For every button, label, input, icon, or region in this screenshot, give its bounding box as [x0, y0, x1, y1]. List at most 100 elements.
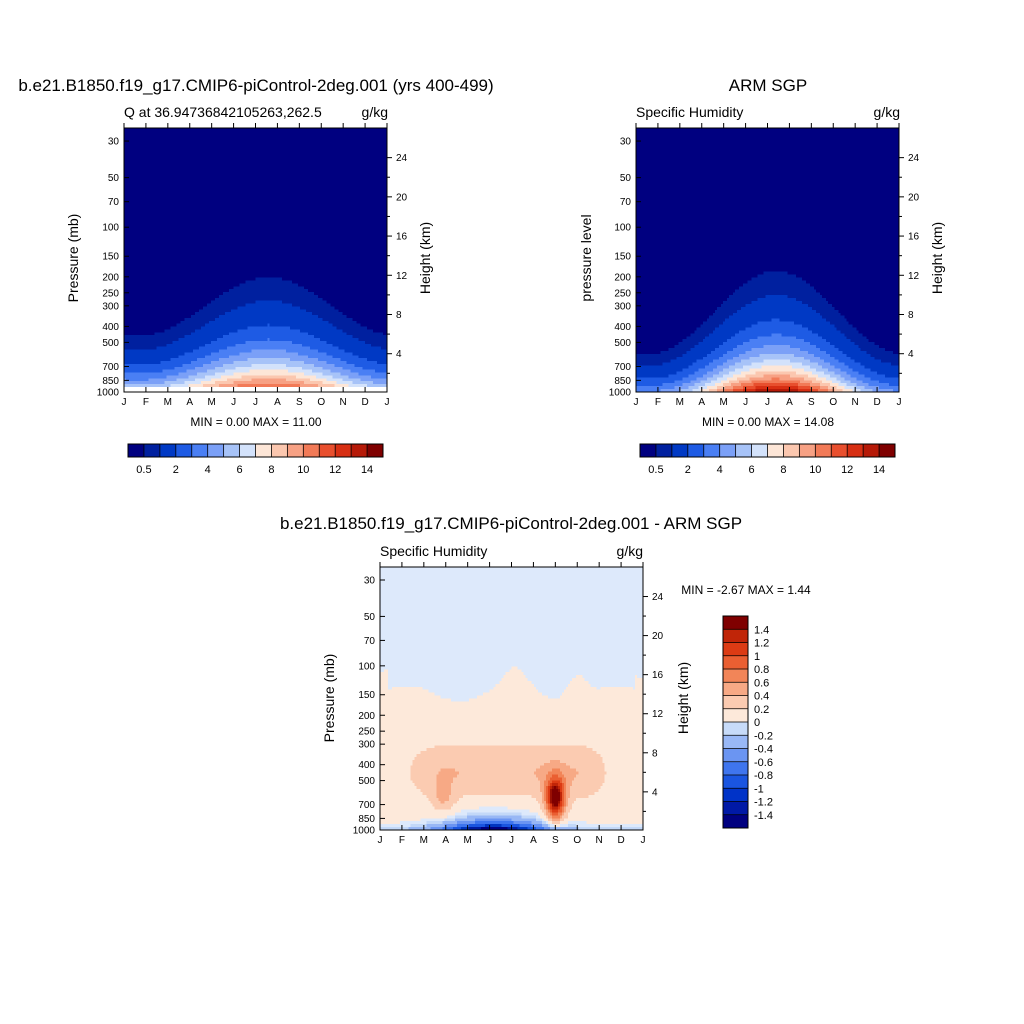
panel-model-colorbar-swatch [159, 444, 177, 457]
panel-diff-colorbar-label: -1.2 [754, 797, 773, 809]
panel-diff-x-tick-label: O [573, 835, 581, 846]
panel-obs-colorbar-frame [639, 443, 896, 458]
panel-model-colorbar-swatch [335, 444, 352, 457]
panel-obs-height-tick-label: 24 [908, 153, 920, 164]
panel-model-colorbar-label: 8 [268, 464, 274, 476]
panel-obs-y-tick-label: 50 [620, 173, 632, 184]
panel-obs-x-tick-label: A [698, 397, 705, 408]
panel-model-x-tick-label: J [385, 397, 390, 408]
panel-obs-colorbar-swatch [640, 444, 657, 457]
panel-diff-x-tick-label: M [420, 835, 428, 846]
panel-diff-height-tick-label: 24 [652, 592, 664, 603]
panel-model-ylabel-left: Pressure (mb) [65, 214, 81, 303]
panel-diff-y-tick-label: 30 [364, 575, 376, 586]
panel-diff-y-tick-label: 400 [358, 760, 375, 771]
panel-model-colorbar-swatch [351, 444, 368, 457]
panel-obs-left-title: Specific Humidity [636, 104, 743, 120]
panel-obs-colorbar: 0.5 2 4 6 8 10 12 14 [639, 443, 896, 476]
panel-diff-colorbar-label: 1.2 [754, 638, 769, 650]
panel-model-x-tick-label: F [143, 397, 149, 408]
panel-diff-colorbar-label: -0.8 [754, 770, 773, 782]
panel-model-colorbar-swatch [239, 444, 256, 457]
panel-diff-y-tick-label: 200 [358, 711, 375, 722]
panel-model-colorbar-label: 2 [173, 464, 179, 476]
panel-diff-colorbar-swatch [723, 801, 748, 816]
panel-model-height-tick-label: 24 [396, 153, 408, 164]
panel-model-y-tick-label: 100 [102, 223, 119, 234]
panel-model-y-tick-label: 50 [108, 173, 120, 184]
panel-model-y-tick-label: 150 [102, 252, 119, 263]
panel-obs-y-tick-label: 200 [614, 272, 631, 283]
panel-obs-x-tick-label: J [743, 397, 748, 408]
panel-obs-colorbar-label: 14 [873, 464, 885, 476]
panel-obs-colorbar-swatch [719, 444, 736, 457]
panel-obs-figure-title: ARM SGP [729, 76, 807, 95]
panel-diff-ylabel-left: Pressure (mb) [321, 654, 337, 743]
panel-model-colorbar-label: 10 [297, 464, 309, 476]
panel-model-colorbar-swatch [143, 444, 161, 457]
panel-model-colorbar-frame [127, 443, 384, 458]
panel-model: b.e21.B1850.f19_g17.CMIP6-piControl-2deg… [18, 76, 493, 476]
panel-obs-x-tick-label: N [852, 397, 859, 408]
panel-diff-x-tick-label: F [399, 835, 405, 846]
panel-obs-colorbar-swatch [735, 444, 752, 457]
panel-diff-colorbar-label: -0.4 [754, 744, 773, 756]
panel-obs-colorbar-swatch [655, 444, 673, 457]
panel-diff-y-tick-label: 1000 [353, 826, 376, 837]
panel-obs-plot-area: J F M A M J J A S O N D J 30 50 70 100 150 200 250 300 400 500… [609, 123, 920, 408]
panel-model-colorbar-swatch [287, 444, 304, 457]
panel-model-y-tick-label: 30 [108, 137, 120, 148]
panel-diff-colorbar-swatch [723, 814, 748, 829]
panel-model-x-tick-label: A [186, 397, 193, 408]
panel-diff-colorbar-label: 1.4 [754, 624, 769, 636]
panel-diff-colorbar-swatch [723, 682, 748, 696]
panel-obs-y-tick-label: 850 [614, 376, 631, 387]
panel-model-height-tick-label: 12 [396, 271, 408, 282]
panel-model-plot-area: J F M A M J J A S O N D J 30 50 70 100 150 200 250 300 400 500… [97, 123, 408, 408]
panel-model-y-tick-label: 200 [102, 272, 119, 283]
panel-obs-colorbar-swatch [847, 444, 864, 457]
panel-diff-y-tick-label: 150 [358, 690, 375, 701]
panel-diff-colorbar-label: -0.6 [754, 757, 773, 769]
panel-obs-colorbar-swatch [879, 444, 896, 457]
panel-diff-colorbar-label: -1.4 [754, 810, 773, 822]
panel-model-colorbar-label: 4 [205, 464, 211, 476]
panel-diff-colorbar-label: -0.2 [754, 730, 773, 742]
panel-diff-x-tick-label: A [442, 835, 449, 846]
panel-model-colorbar: 0.5 2 4 6 8 10 12 14 [127, 443, 384, 476]
panel-model-colorbar-label: 14 [361, 464, 373, 476]
panel-model-colorbar-swatch [207, 444, 224, 457]
panel-diff-contour-fill [380, 567, 644, 831]
panel-obs-colorbar-label: 8 [780, 464, 786, 476]
panel-model-colorbar-swatch [191, 444, 208, 457]
panel-diff-colorbar-swatch [723, 642, 748, 657]
panel-model-colorbar-swatch [255, 444, 272, 457]
panel-obs-colorbar-label: 2 [685, 464, 691, 476]
panel-diff-x-tick-label: N [596, 835, 603, 846]
panel-diff-left-title: Specific Humidity [380, 543, 487, 559]
panel-obs-x-tick-label: F [655, 397, 661, 408]
panel-model-x-tick-label: O [317, 397, 325, 408]
panel-obs-height-tick-label: 4 [908, 349, 914, 360]
panel-obs-y-tick-label: 400 [614, 322, 631, 333]
panel-obs: ARM SGP Specific Humidity g/kg J F M A M J J A S… [578, 76, 945, 476]
panel-model-ylabel-right: Height (km) [417, 222, 433, 294]
panel-obs-x-tick-label: M [719, 397, 727, 408]
panel-obs-colorbar-swatch [783, 444, 800, 457]
panel-obs-y-tick-label: 100 [614, 223, 631, 234]
panel-model-y-tick-label: 300 [102, 301, 119, 312]
panel-model-colorbar-swatch [128, 444, 145, 457]
panel-obs-y-tick-label: 30 [620, 137, 632, 148]
panel-model-x-tick-label: D [361, 397, 368, 408]
panel-model-x-tick-label: N [340, 397, 347, 408]
panel-diff-colorbar-swatch [723, 629, 748, 643]
panel-model-height-tick-label: 8 [396, 310, 402, 321]
panel-obs-x-tick-label: O [829, 397, 837, 408]
panel-diff-colorbar-swatch [723, 788, 748, 802]
panel-model-height-tick-label: 20 [396, 192, 408, 203]
panel-obs-x-tick-label: J [897, 397, 902, 408]
panel-obs-colorbar-swatch [831, 444, 848, 457]
panel-model-colorbar-label: 0.5 [136, 464, 151, 476]
panel-model-x-tick-label: S [296, 397, 303, 408]
panel-diff-colorbar-label: 0 [754, 717, 760, 729]
